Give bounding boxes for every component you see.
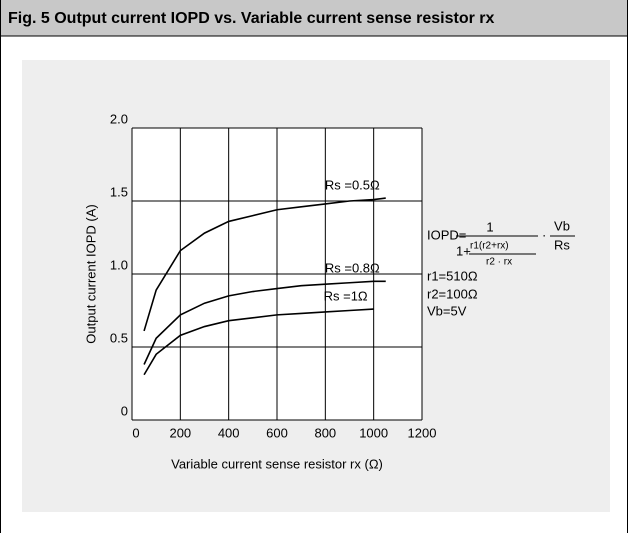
- annotation: r2 · rx: [486, 257, 512, 268]
- annotation: ·: [542, 227, 546, 242]
- plot: 0 0.5 1.0 1.5 2.0 0 200 400 600 800 1000 1200 Rs =0.…: [110, 111, 437, 440]
- annotation: r1=510Ω: [427, 268, 478, 283]
- y-tick-label: 0: [121, 403, 128, 418]
- annotation: 1+: [456, 243, 471, 258]
- x-tick-label: 1200: [408, 425, 437, 440]
- x-tick-label: 800: [314, 425, 336, 440]
- annotation: Vb=5V: [427, 303, 467, 318]
- annotation: r1(r2+rx): [470, 241, 509, 252]
- curve: [143, 280, 386, 365]
- annotation: Rs: [554, 237, 570, 252]
- series-label: Rs =1Ω: [324, 288, 368, 303]
- curve: [143, 308, 374, 376]
- x-tick-label: 0: [132, 425, 139, 440]
- annotation: 1: [486, 219, 493, 234]
- x-tick-label: 200: [169, 425, 191, 440]
- x-tick-label: 400: [218, 425, 240, 440]
- annotation: IOPD=: [427, 227, 466, 242]
- x-tick-label: 600: [266, 425, 288, 440]
- y-axis-label: Output current IOPD (A): [83, 204, 98, 343]
- chart-title: Fig. 5 Output current IOPD vs. Variable …: [8, 10, 494, 27]
- y-tick-label: 2.0: [110, 111, 128, 126]
- y-tick-label: 1.5: [110, 184, 128, 199]
- formula: IOPD= 1 1+ r1(r2+rx) r2 · rx · Vb Rs r1=…: [427, 218, 575, 318]
- x-tick-label: 1000: [359, 425, 388, 440]
- series-label: Rs =0.5Ω: [325, 178, 380, 193]
- y-tick-label: 1.0: [110, 257, 128, 272]
- series-label: Rs =0.8Ω: [325, 261, 380, 276]
- y-tick-label: 0.5: [110, 330, 128, 345]
- x-axis-label: Variable current sense resistor rx (Ω): [171, 456, 383, 471]
- annotation: r2=100Ω: [427, 286, 478, 301]
- curve: [143, 197, 386, 332]
- header-bar: [0, 0, 628, 36]
- annotation: Vb: [554, 218, 570, 233]
